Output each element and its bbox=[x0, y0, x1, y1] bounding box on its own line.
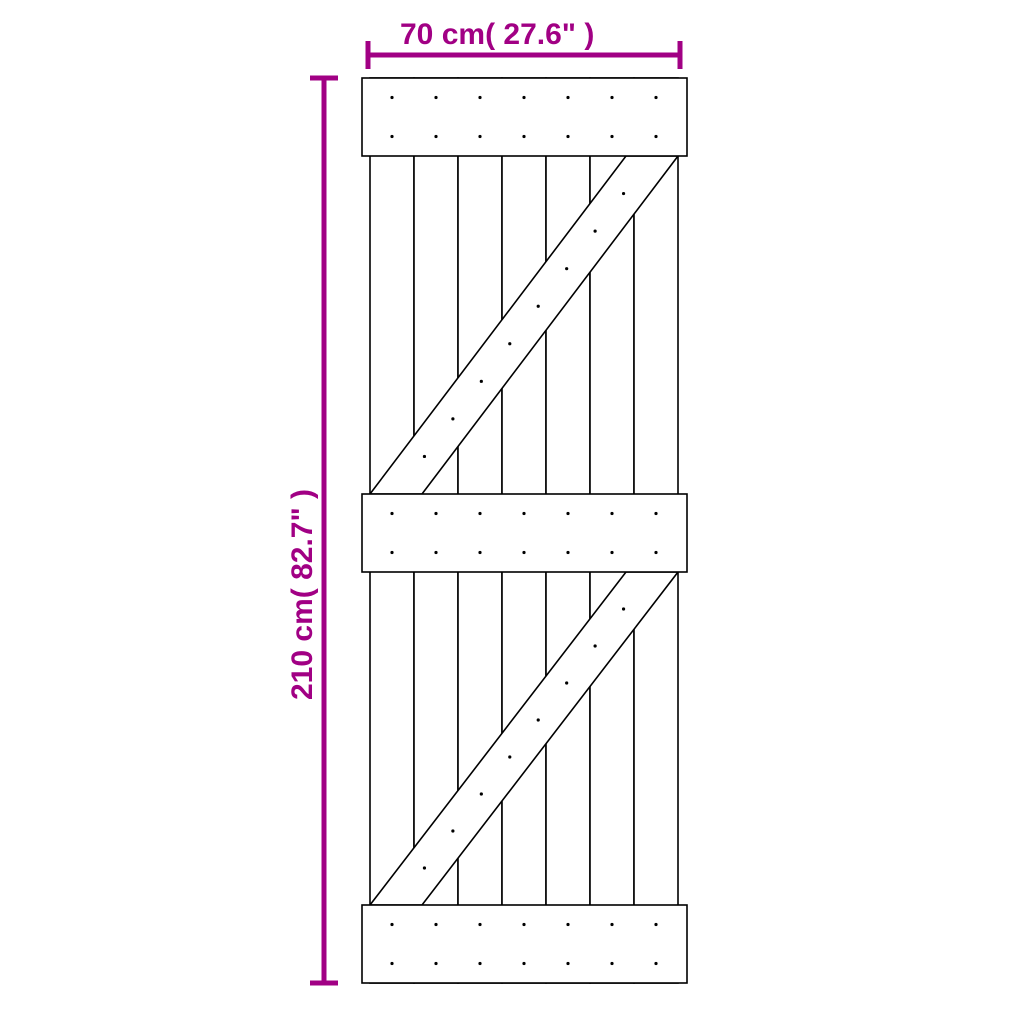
width-dimension: 70 cm( 27.6" ) bbox=[368, 18, 680, 69]
height-dimension-label: 210 cm( 82.7" ) bbox=[286, 489, 319, 700]
height-dimension: 210 cm( 82.7" ) bbox=[286, 78, 338, 983]
width-dimension-label: 70 cm( 27.6" ) bbox=[400, 18, 594, 51]
door-dimension-diagram: 70 cm( 27.6" ) 210 cm( 82.7" ) bbox=[0, 0, 1024, 1024]
